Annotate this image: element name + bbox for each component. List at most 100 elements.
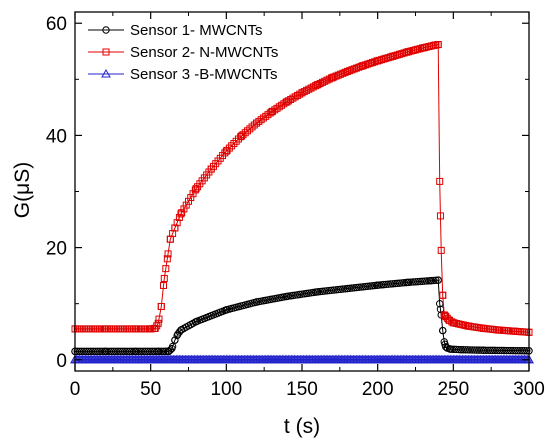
series-2-point (346, 67, 354, 75)
series-2-point (182, 201, 190, 209)
series-2-point (366, 59, 374, 67)
series-2-point (207, 165, 215, 173)
series-2-point (436, 177, 444, 185)
series-2-point (305, 85, 313, 93)
series-1-point (162, 347, 170, 356)
ticks-layer: 0 50 100 150 200 250 300 0 20 40 60 (46, 12, 545, 400)
series-2-point (253, 119, 261, 127)
series-2-point (400, 49, 408, 57)
series-1-point (177, 326, 185, 334)
series-2-point (171, 224, 179, 232)
series-2-point (185, 197, 192, 205)
series-2-point (382, 54, 390, 62)
series-2-point (343, 67, 351, 75)
series-2-point (436, 212, 444, 220)
legend-label: Sensor 2- N-MWCNTs (130, 44, 278, 61)
series-2-point (239, 131, 247, 139)
series-2-point (178, 209, 186, 217)
series-2-point (268, 108, 276, 116)
series-2-point (377, 56, 385, 64)
series-2-point (332, 72, 340, 80)
series-1-point (439, 326, 447, 335)
series-2-point (244, 127, 252, 135)
series-1-point (171, 336, 179, 344)
series-2-point (409, 46, 417, 54)
series-layer (70, 41, 534, 364)
series-2-point (348, 66, 356, 74)
legend-marker (102, 26, 110, 34)
series-2-point (157, 302, 165, 310)
series-2-point (132, 325, 140, 333)
series-1-point (434, 276, 442, 284)
series-2-point (175, 213, 183, 221)
series-2-point (300, 88, 308, 96)
series-1-point (313, 288, 321, 296)
series-2-point (155, 315, 163, 323)
series-1-point (442, 343, 450, 351)
series-2-point (368, 59, 376, 67)
series-2-point (192, 185, 200, 193)
series-2-point (187, 194, 195, 202)
series-2-point (449, 319, 457, 327)
series-2-point (160, 274, 168, 282)
series-2-point (313, 81, 321, 89)
x-tick-label: 250 (437, 379, 469, 400)
series-2-point (350, 65, 358, 73)
series-2-point (384, 54, 392, 62)
series-2-point (459, 321, 467, 329)
series-2-point (166, 235, 174, 243)
series-2-point (337, 70, 345, 78)
series-2-point (339, 69, 347, 77)
series-2-point (163, 255, 171, 263)
series-2-point (440, 311, 448, 319)
series-2-point (101, 325, 109, 333)
series-2-point (160, 281, 168, 289)
series-2-point (237, 132, 245, 140)
series-2-point (355, 63, 363, 71)
series-2-point (423, 43, 431, 51)
series-1-point (343, 284, 352, 293)
series-2-point (250, 121, 258, 129)
series-1-point (131, 347, 140, 356)
series-2-point (359, 62, 367, 70)
series-2-point (237, 133, 245, 141)
series-1-point (457, 345, 465, 354)
series-2 (71, 41, 533, 336)
series-2-point (298, 89, 306, 97)
series-2-point (173, 219, 181, 227)
y-tick-label: 20 (46, 239, 67, 260)
series-2-point (341, 68, 349, 76)
series-2-point (414, 45, 422, 53)
legend-marker (101, 68, 111, 78)
series-2-point (427, 42, 435, 50)
y-axis-title: G(μS) (11, 162, 34, 218)
series-1-point (168, 344, 176, 353)
series-1-point (154, 347, 162, 356)
series-3 (70, 354, 534, 364)
series-1-point (159, 347, 168, 356)
series-1-point (373, 281, 382, 289)
series-2-point (374, 57, 382, 65)
y-tick-label: 60 (46, 14, 67, 35)
series-2-point (309, 83, 317, 91)
series-2-point (232, 137, 240, 145)
series-1-point (283, 292, 291, 301)
legend-label: Sensor 1- MWCNTs (130, 22, 263, 39)
series-2-point (510, 327, 518, 335)
series-1-point (440, 338, 448, 346)
series-2-point (464, 322, 472, 330)
series-1-point (446, 345, 455, 353)
series-1-point (426, 276, 435, 285)
series-1-point (432, 276, 440, 284)
series-2-point (357, 62, 365, 70)
series-2-point (164, 250, 172, 258)
series-2-point (222, 147, 230, 155)
series-2-point (328, 74, 336, 82)
series-1-point (101, 347, 109, 356)
series-2-point (312, 82, 320, 90)
series-2-point (248, 123, 256, 131)
series-1-point (520, 347, 529, 355)
series-2-point (495, 326, 503, 334)
series-1-point (222, 306, 231, 314)
series-1 (71, 276, 533, 356)
